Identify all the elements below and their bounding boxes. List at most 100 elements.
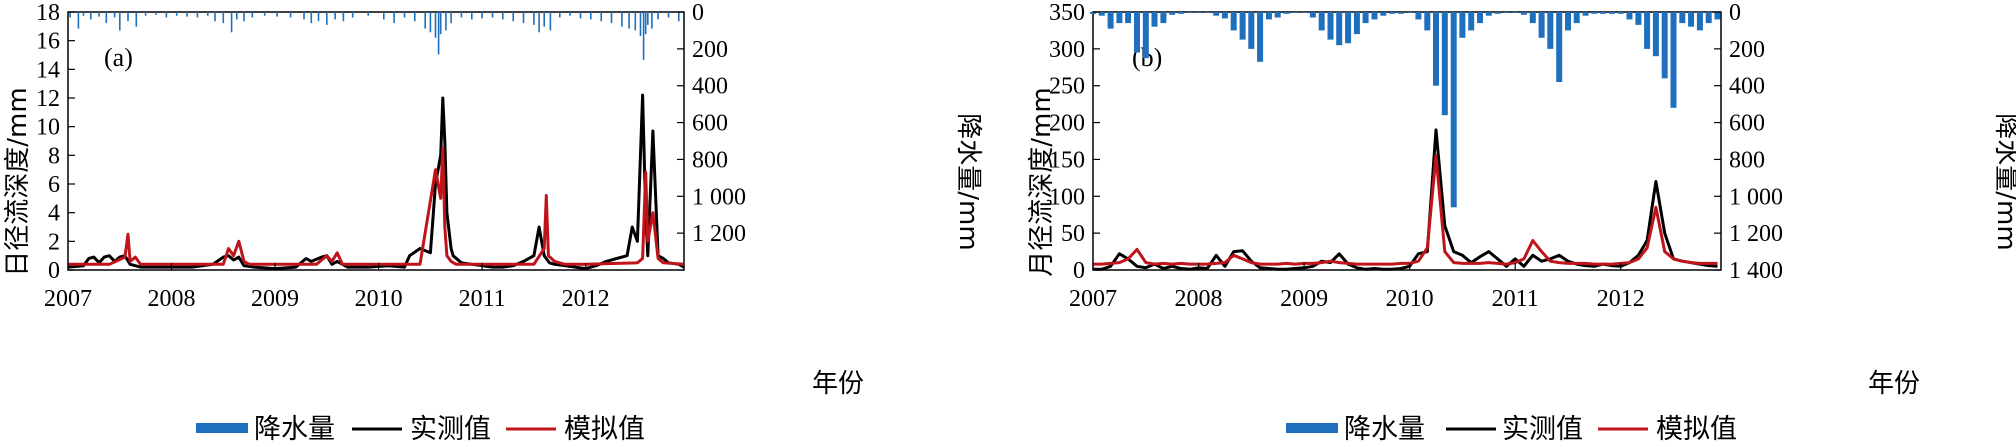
y2-tick-label: 800 <box>692 147 728 173</box>
precip-bar <box>647 12 649 25</box>
x-tick-label: 2008 <box>148 286 196 312</box>
y2-tick-label: 0 <box>1729 0 1741 26</box>
precip-bar <box>1098 12 1105 16</box>
precip-bar <box>1265 12 1272 20</box>
precip-bar <box>1424 12 1431 31</box>
precip-bar <box>1512 12 1519 13</box>
plot-frame-b <box>1092 11 1722 271</box>
precip-bar <box>1186 12 1193 13</box>
precip-bar <box>1696 12 1703 31</box>
precip-bar <box>1371 12 1378 20</box>
precip-bar <box>289 12 292 18</box>
precip-bar <box>1679 12 1686 24</box>
precip-bar <box>471 12 473 20</box>
precip-bar <box>1221 12 1228 19</box>
precip-bar <box>1547 12 1554 49</box>
precip-bar <box>533 12 535 25</box>
x-axis-end-label-a: 年份 <box>812 369 864 399</box>
precip-bar <box>1688 12 1695 27</box>
y-tick-label: 350 <box>1049 0 1085 26</box>
precip-bar <box>243 12 245 22</box>
precip-bar <box>610 12 613 24</box>
precip-bar <box>1336 12 1343 46</box>
y-tick-label: 2 <box>48 229 60 255</box>
x-tick-label: 2007 <box>44 286 92 312</box>
precip-bar <box>1459 12 1466 38</box>
precip-bar <box>1450 12 1457 208</box>
precip-bar <box>1248 12 1255 49</box>
precip-bar <box>383 12 385 20</box>
x-tick-label: 2010 <box>1386 286 1434 312</box>
precip-bar <box>642 12 645 60</box>
precip-bar <box>1441 12 1448 116</box>
precip-bar <box>230 12 233 33</box>
x-tick-label: 2012 <box>562 286 610 312</box>
precip-bar <box>351 12 354 18</box>
precip-bar <box>502 12 504 20</box>
legend-a-simulated-label: 模拟值 <box>564 414 645 445</box>
precip-bar <box>1090 12 1096 14</box>
precip-bar <box>437 12 440 55</box>
precip-bar <box>1353 12 1360 35</box>
precip-bar <box>105 12 108 24</box>
y2-tick-label: 0 <box>692 0 704 26</box>
precip-bar <box>1160 12 1167 24</box>
precip-bar <box>1327 12 1334 40</box>
precip-bar <box>1591 12 1598 14</box>
precip-bar <box>1177 12 1184 14</box>
precip-bar <box>1283 12 1290 14</box>
precip-bar <box>207 12 209 16</box>
precip-bar <box>667 12 670 18</box>
precip-bar <box>127 12 129 22</box>
x-tick-label: 2012 <box>1597 286 1645 312</box>
precip-bar <box>1617 12 1624 14</box>
precip-bar <box>460 12 463 18</box>
precip-bar <box>1714 12 1721 20</box>
observed-line-b <box>1093 128 1718 271</box>
precip-bar <box>1573 12 1580 24</box>
precip-bar <box>414 12 416 22</box>
precip-bar <box>1292 12 1299 13</box>
x-tick-label: 2011 <box>459 286 506 312</box>
panel-label-a: (a) <box>104 43 133 72</box>
y2-tick-label: 600 <box>692 111 728 137</box>
precip-bar <box>1433 12 1439 86</box>
precip-bar <box>77 12 80 29</box>
precip-bar <box>1204 12 1211 13</box>
precip-bar <box>1362 12 1369 24</box>
legend-b-simulated-label: 模拟值 <box>1656 414 1737 445</box>
y2-tick-label: 1 000 <box>1729 184 1783 210</box>
precip-bar <box>522 12 525 24</box>
precip-bar <box>569 12 571 16</box>
precip-bar <box>634 12 637 31</box>
precip-bar <box>214 12 216 22</box>
precip-bar <box>1380 12 1387 16</box>
y2-tick-label: 1 400 <box>1729 258 1783 284</box>
precip-bar <box>678 12 680 22</box>
precip-bar <box>1318 12 1325 31</box>
precip-bar <box>549 12 552 31</box>
chart-a: (a) 日径流深度/mm 降水量/mm 年份 <box>3 43 983 399</box>
precip-bar <box>165 12 168 18</box>
precip-bar <box>1670 12 1677 108</box>
precip-bar <box>1134 12 1140 53</box>
legend-b-observed-label: 实测值 <box>1502 414 1583 445</box>
precip-bar <box>1195 12 1202 13</box>
y2-tick-label: 400 <box>692 74 728 100</box>
precip-bar <box>393 12 395 24</box>
precip-bar <box>1635 12 1642 25</box>
y-axis-title-b: 月径流深度/mm <box>1027 87 1057 276</box>
legend-a: 降水量 实测值 模拟值 <box>196 414 645 445</box>
legend-a-precip-label: 降水量 <box>254 414 335 445</box>
precip-bar <box>1582 12 1589 16</box>
x-tick-label: 2011 <box>1492 286 1539 312</box>
precip-bar <box>445 12 447 31</box>
y-tick-label: 14 <box>36 57 60 83</box>
precip-bar <box>251 12 254 18</box>
precip-bar <box>1600 12 1607 14</box>
precip-bar <box>590 12 592 20</box>
precip-bar <box>1485 12 1492 16</box>
precip-bar <box>434 12 437 38</box>
precip-bar <box>403 12 406 18</box>
